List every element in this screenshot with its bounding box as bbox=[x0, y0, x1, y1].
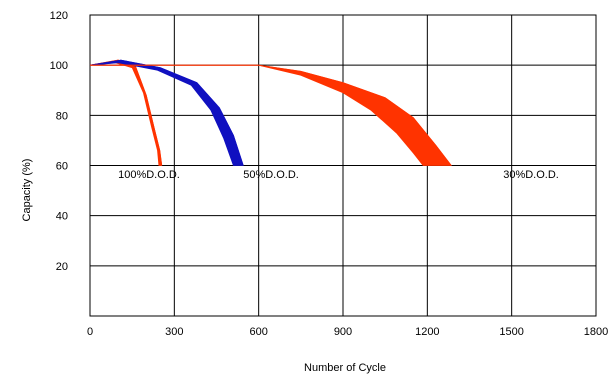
y-tick-label: 100 bbox=[50, 60, 68, 72]
x-tick-label: 1200 bbox=[415, 326, 439, 338]
y-tick-label: 80 bbox=[56, 110, 68, 122]
dod-annotation: 50%D.O.D. bbox=[243, 169, 299, 181]
series-upper-line-30-d-o-d bbox=[90, 64, 452, 166]
x-tick-label: 600 bbox=[249, 326, 267, 338]
tick-labels: 0 300 600 900 1200 1500 1800 20 40 60 80 100 120 bbox=[50, 10, 609, 338]
y-tick-label: 20 bbox=[56, 261, 68, 273]
series-upper-line-50-d-o-d bbox=[89, 59, 244, 166]
x-tick-label: 1500 bbox=[499, 326, 523, 338]
annotations: 100%D.O.D. 50%D.O.D. 30%D.O.D. bbox=[118, 169, 559, 181]
y-tick-label: 40 bbox=[56, 211, 68, 223]
y-tick-label: 60 bbox=[56, 161, 68, 173]
grid bbox=[89, 14, 597, 317]
x-tick-label: 300 bbox=[165, 326, 183, 338]
series-band-50-d-o-d bbox=[89, 59, 244, 166]
x-tick-label: 900 bbox=[334, 326, 352, 338]
y-tick-label: 120 bbox=[50, 10, 68, 22]
series-group bbox=[89, 59, 453, 166]
dod-annotation: 100%D.O.D. bbox=[118, 169, 180, 181]
y-axis-label: Capacity (%) bbox=[21, 159, 33, 222]
dod-annotation: 30%D.O.D. bbox=[503, 169, 559, 181]
x-tick-label: 0 bbox=[87, 326, 93, 338]
x-tick-label: 1800 bbox=[584, 326, 608, 338]
series-upper-line-100-d-o-d bbox=[89, 59, 163, 166]
x-axis-label: Number of Cycle bbox=[304, 362, 386, 374]
